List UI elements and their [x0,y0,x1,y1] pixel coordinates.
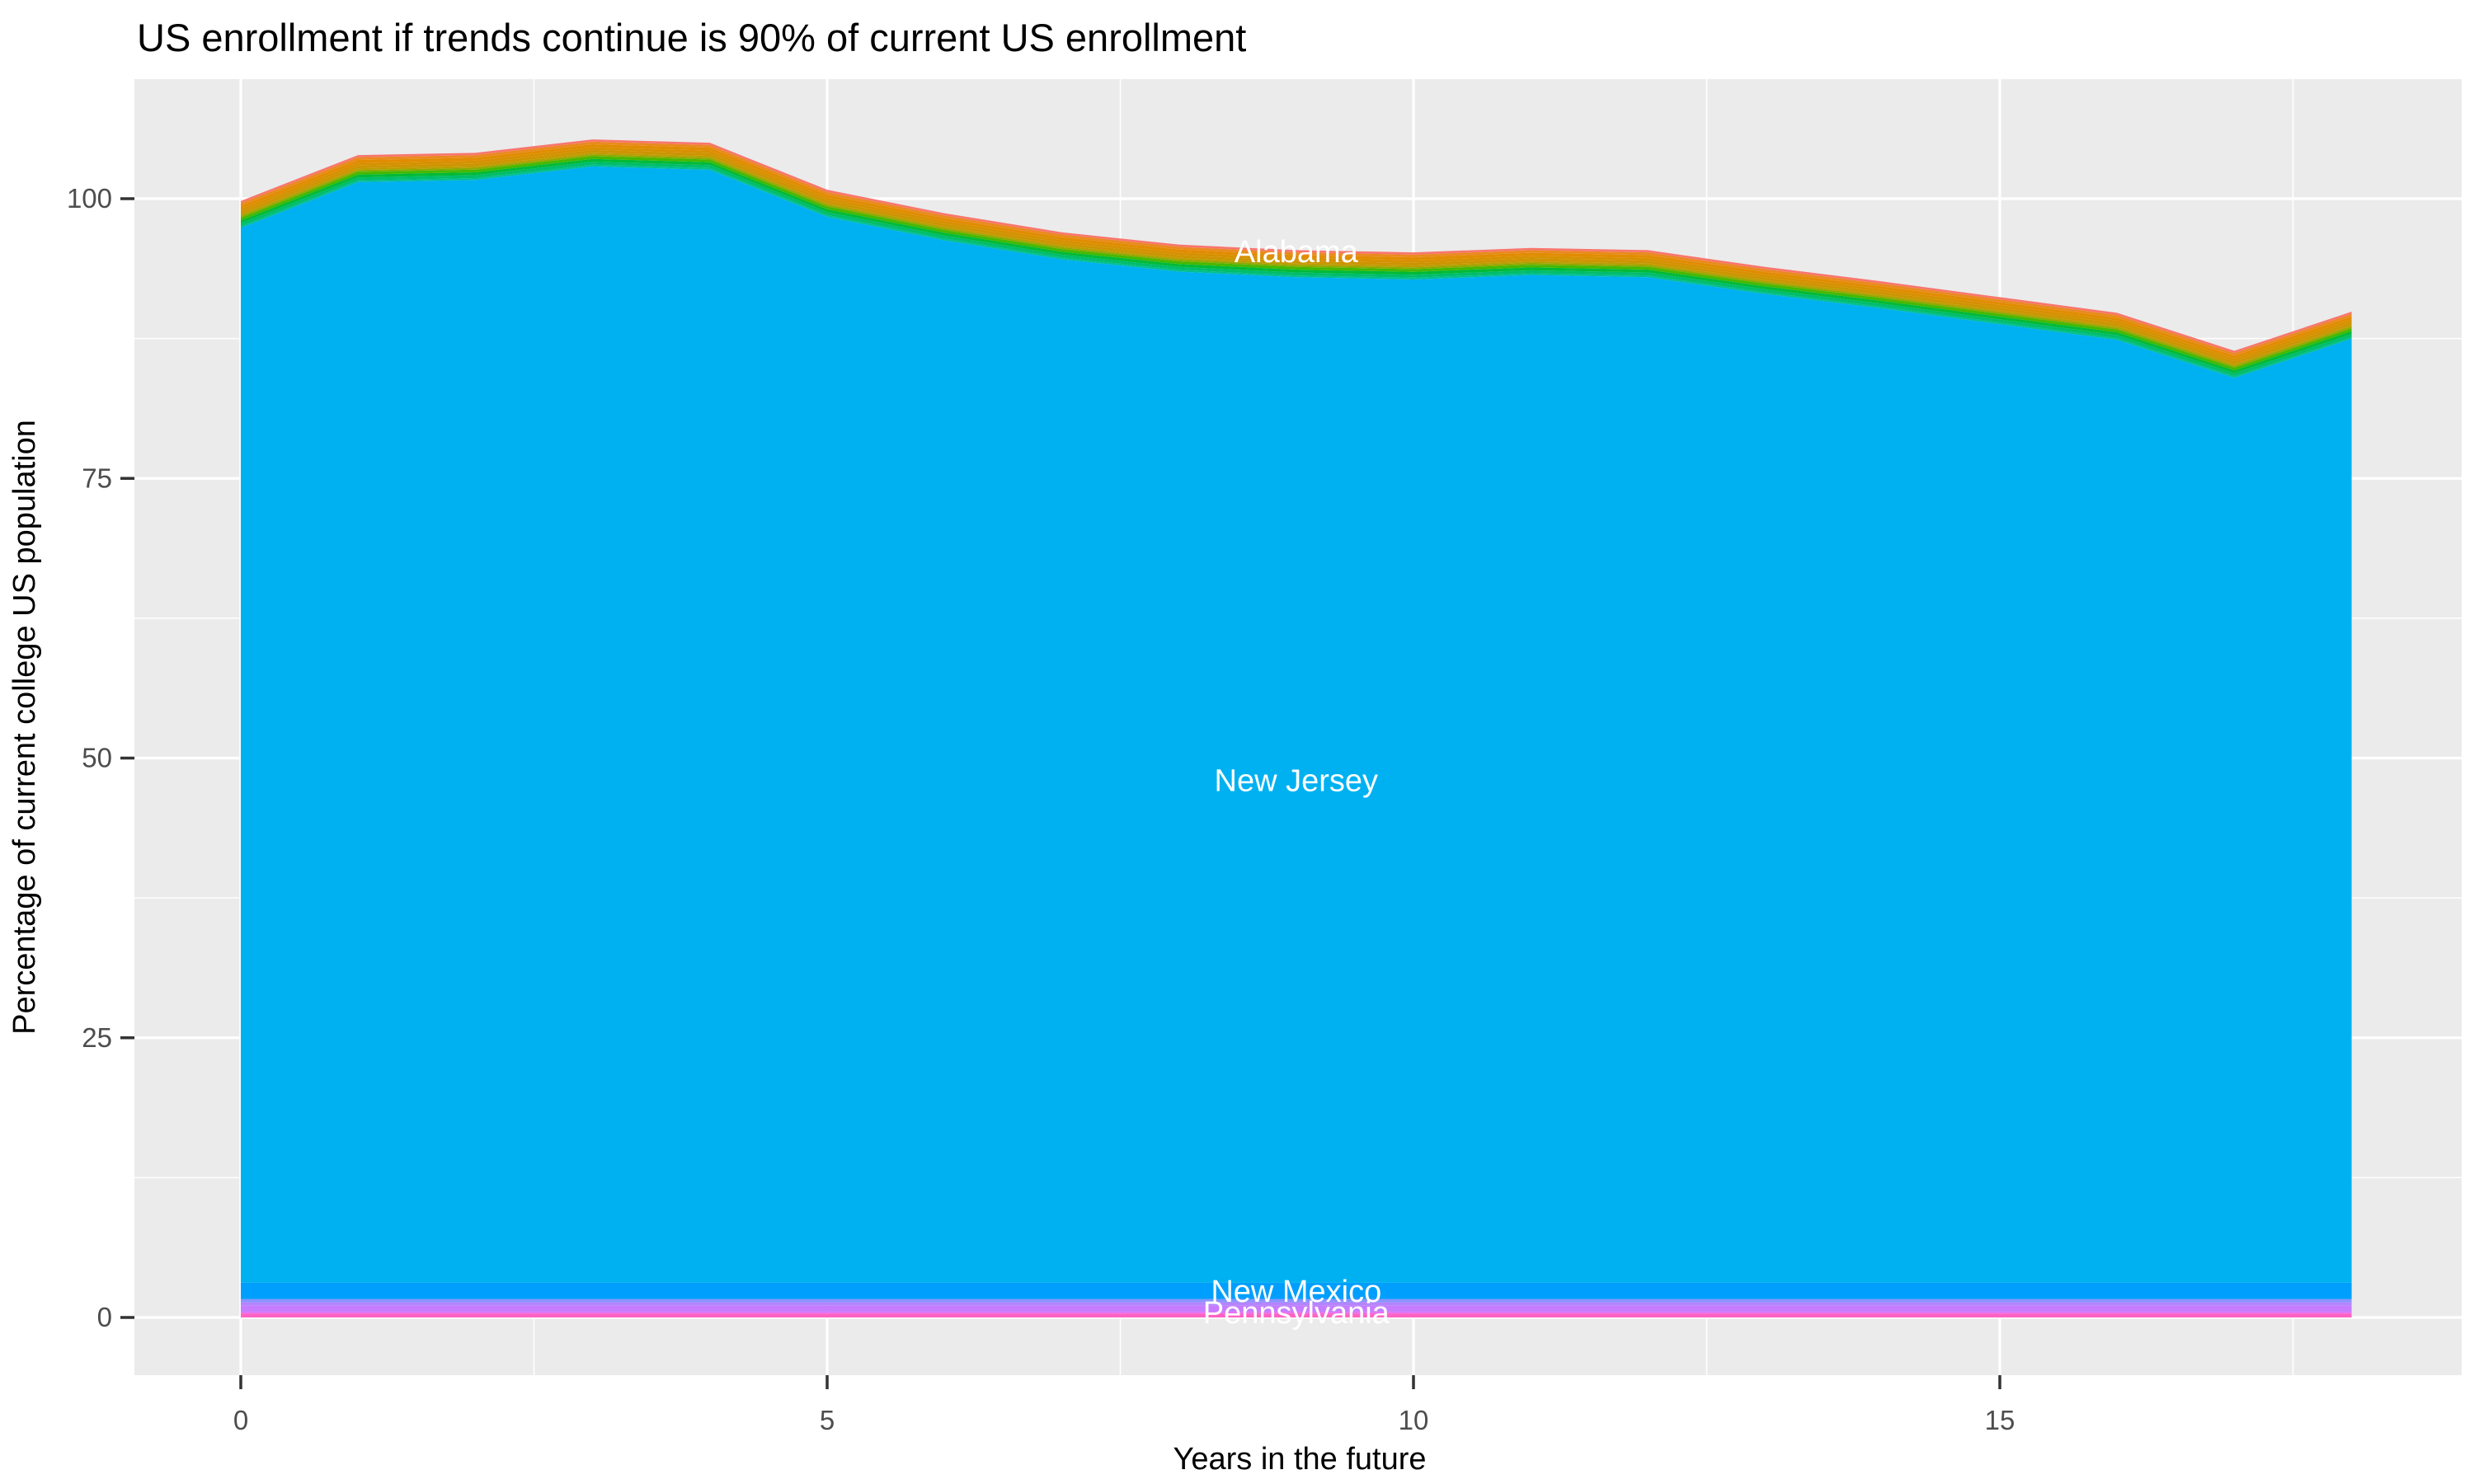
area-layer-periwinkle-band [241,1298,2352,1303]
area-layer-orchid-band [241,1312,2352,1314]
area-label-pennsylvania: Pennsylvania [1203,1296,1390,1331]
area-layer-new-mexico [241,1282,2352,1299]
chart-generated-content: 0 25 50 75 100 0 5 10 15 Alabama New Jersey New Mex… [67,79,2462,1435]
y-tick-label: 100 [67,183,112,214]
y-axis-title: Percentage of current college US populat… [7,420,42,1035]
x-tick-label: 5 [820,1405,835,1435]
area-layer-bottom-pink-band [241,1313,2352,1317]
area-label-new-mexico: New Mexico [1211,1275,1381,1309]
y-tick-label: 75 [82,463,112,493]
x-tick-label: 15 [1985,1405,2015,1435]
y-tick-label: 0 [97,1302,112,1332]
area-layer-new-jersey [241,166,2352,1283]
x-tick-label: 0 [233,1405,248,1435]
x-axis-title: Years in the future [1173,1442,1426,1477]
y-tick-label: 25 [82,1022,112,1053]
area-layer-light-purple-band [241,1302,2352,1306]
y-tick-label: 50 [82,743,112,773]
area-label-new-jersey: New Jersey [1215,764,1379,799]
x-tick-label: 10 [1399,1405,1429,1435]
chart-title: US enrollment if trends continue is 90% … [137,16,1246,59]
area-layer-pennsylvania [241,1305,2352,1313]
area-label-alabama: Alabama [1235,235,1359,270]
